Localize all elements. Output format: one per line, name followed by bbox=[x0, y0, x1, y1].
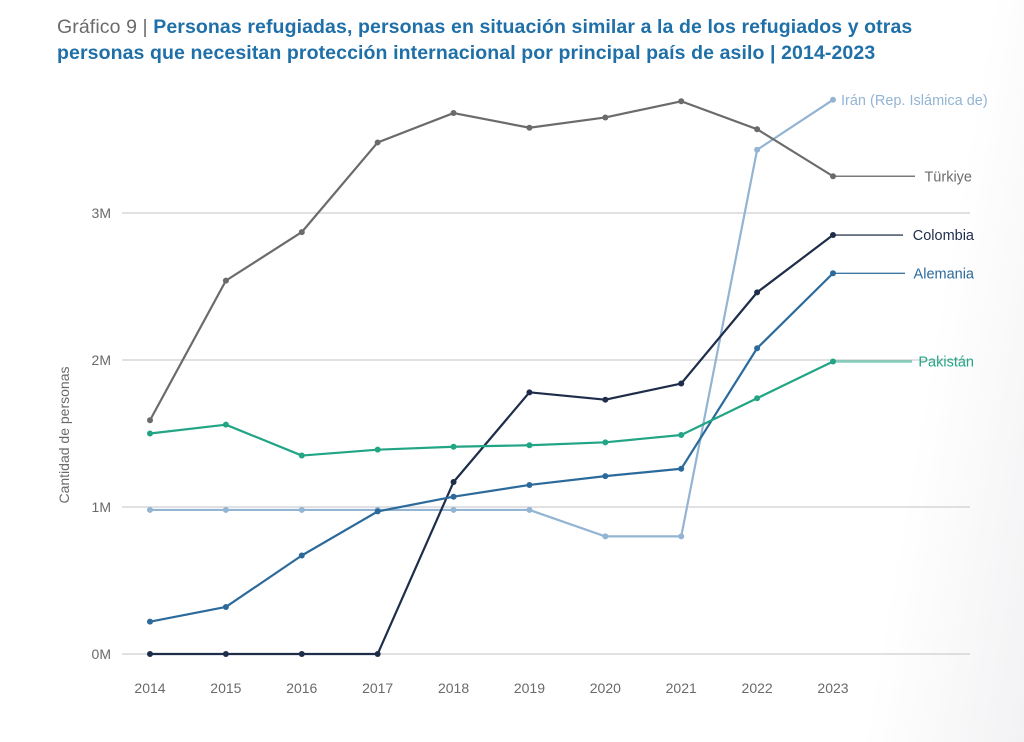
data-point-iran-rep-islamica-de bbox=[298, 506, 305, 513]
data-point-turkiye bbox=[602, 114, 609, 121]
series-colombia bbox=[147, 232, 836, 657]
x-tick-label: 2015 bbox=[210, 680, 241, 696]
y-axis-ticks: 0M 1M 2M 3M bbox=[92, 205, 111, 662]
series-line-turkiye bbox=[149, 100, 834, 421]
data-point-alemania bbox=[374, 508, 381, 515]
data-point-pakistan bbox=[754, 395, 761, 402]
data-point-iran-rep-islamica-de bbox=[754, 146, 761, 153]
x-tick-label: 2022 bbox=[742, 680, 773, 696]
data-point-alemania bbox=[602, 473, 609, 480]
data-point-turkiye bbox=[147, 417, 153, 424]
data-point-iran-rep-islamica-de bbox=[147, 506, 153, 513]
series-label-turkiye: Türkiye bbox=[924, 169, 972, 185]
data-point-turkiye bbox=[298, 229, 305, 236]
data-point-pakistan bbox=[602, 439, 609, 446]
data-point-colombia bbox=[450, 479, 457, 486]
x-tick-label: 2018 bbox=[438, 680, 469, 696]
data-point-iran-rep-islamica-de bbox=[830, 96, 836, 103]
x-tick-label: 2016 bbox=[286, 680, 317, 696]
series-turkiye bbox=[147, 98, 836, 424]
x-tick-label: 2021 bbox=[666, 680, 697, 696]
data-point-pakistan bbox=[222, 421, 229, 428]
data-point-alemania bbox=[754, 345, 761, 352]
chart-title-text: Personas refugiadas, personas en situaci… bbox=[57, 16, 913, 64]
chart-number: Gráfico 9 | bbox=[57, 16, 154, 38]
data-point-colombia bbox=[754, 289, 761, 296]
data-point-alemania bbox=[298, 552, 305, 559]
series-line-iran-rep-islamica-de bbox=[150, 98, 834, 538]
data-point-iran-rep-islamica-de bbox=[602, 533, 609, 540]
series-label-colombia: Colombia bbox=[913, 228, 975, 244]
series-line-pakistan bbox=[149, 360, 834, 457]
data-point-turkiye bbox=[450, 110, 457, 117]
series-alemania bbox=[147, 270, 836, 625]
data-point-turkiye bbox=[526, 124, 533, 131]
data-point-alemania bbox=[526, 481, 533, 488]
data-point-iran-rep-islamica-de bbox=[450, 506, 457, 513]
data-point-turkiye bbox=[678, 98, 685, 105]
y-axis-title: Cantidad de personas bbox=[56, 367, 72, 504]
data-point-pakistan bbox=[374, 446, 381, 453]
series-line-alemania bbox=[149, 272, 834, 623]
x-axis-ticks: 2014 2015 2016 2017 2018 2019 2020 2021 2022 2023 bbox=[134, 680, 848, 696]
series-iran-rep-islamica-de bbox=[147, 96, 836, 540]
data-point-colombia bbox=[526, 389, 533, 396]
series-pakistan bbox=[147, 358, 836, 459]
data-point-pakistan bbox=[678, 431, 685, 438]
x-tick-label: 2017 bbox=[362, 680, 393, 696]
y-tick-label: 3M bbox=[92, 205, 111, 221]
data-point-turkiye bbox=[754, 126, 761, 133]
data-point-turkiye bbox=[222, 277, 229, 284]
data-point-colombia bbox=[222, 651, 229, 657]
series-label-pakistan: Pakistán bbox=[918, 354, 974, 370]
data-point-alemania bbox=[147, 618, 153, 625]
data-point-colombia bbox=[147, 651, 153, 657]
data-point-pakistan bbox=[147, 430, 153, 437]
data-point-colombia bbox=[602, 396, 609, 403]
chart-title: Gráfico 9 | Personas refugiadas, persona… bbox=[57, 14, 997, 66]
series-label-alemania: Alemania bbox=[914, 266, 975, 282]
series-label-iran-rep-islamica-de: Irán (Rep. Islámica de) bbox=[841, 93, 988, 109]
y-tick-label: 1M bbox=[92, 499, 111, 515]
x-tick-label: 2020 bbox=[590, 680, 621, 696]
x-tick-label: 2014 bbox=[134, 680, 165, 696]
data-point-iran-rep-islamica-de bbox=[222, 506, 229, 513]
data-point-alemania bbox=[222, 603, 229, 610]
data-point-iran-rep-islamica-de bbox=[526, 506, 533, 513]
series-layer bbox=[147, 96, 836, 657]
data-point-alemania bbox=[678, 465, 685, 472]
data-point-alemania bbox=[450, 493, 457, 500]
data-point-colombia bbox=[298, 651, 305, 657]
series-labels: Irán (Rep. Islámica de) Türkiye Colombia Al… bbox=[833, 93, 988, 370]
data-point-iran-rep-islamica-de bbox=[678, 533, 685, 540]
data-point-colombia bbox=[374, 651, 381, 657]
data-point-pakistan bbox=[298, 452, 305, 459]
series-line-colombia bbox=[150, 234, 834, 656]
data-point-turkiye bbox=[374, 139, 381, 146]
data-point-colombia bbox=[678, 380, 685, 387]
y-tick-label: 0M bbox=[92, 646, 111, 662]
x-tick-label: 2019 bbox=[514, 680, 545, 696]
data-point-pakistan bbox=[450, 443, 457, 450]
x-tick-label: 2023 bbox=[817, 680, 848, 696]
data-point-pakistan bbox=[526, 442, 533, 449]
y-tick-label: 2M bbox=[92, 352, 111, 368]
